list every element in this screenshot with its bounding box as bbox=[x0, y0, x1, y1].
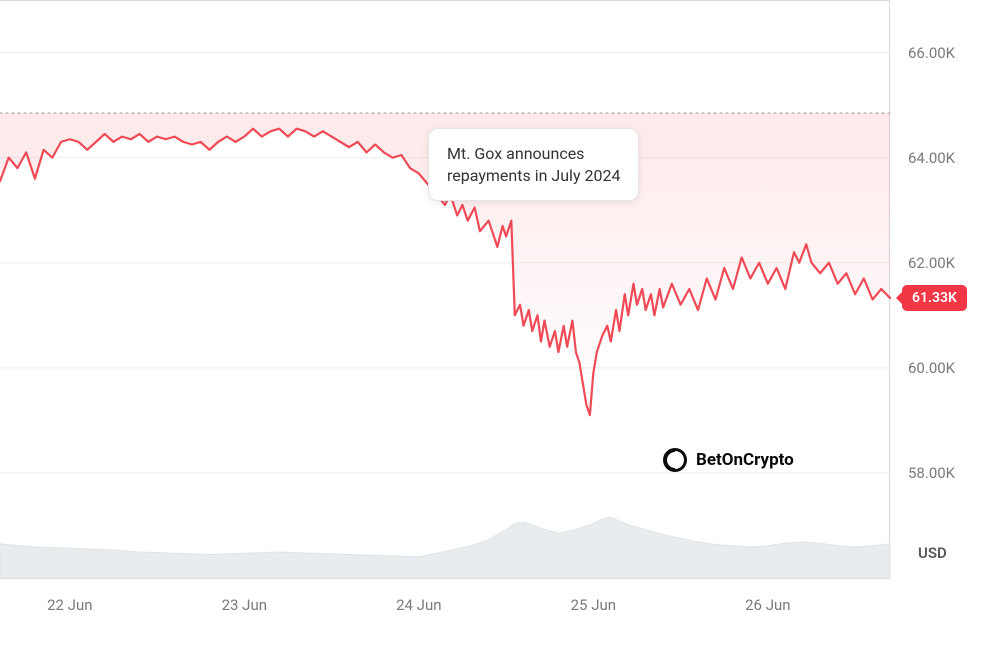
x-tick-label: 23 Jun bbox=[222, 596, 267, 614]
x-tick-label: 24 Jun bbox=[396, 596, 441, 614]
x-tick-label: 25 Jun bbox=[571, 596, 616, 614]
chart-svg bbox=[0, 0, 1000, 660]
y-tick-label: 64.00K bbox=[908, 149, 955, 167]
x-tick-label: 22 Jun bbox=[47, 596, 92, 614]
x-tick-label: 26 Jun bbox=[745, 596, 790, 614]
y-axis-unit: USD bbox=[918, 544, 947, 562]
current-price-badge: 61.33K bbox=[902, 285, 967, 311]
y-tick-label: 58.00K bbox=[908, 464, 955, 482]
annotation-line1: Mt. Gox announces bbox=[447, 143, 620, 165]
annotation-line2: repayments in July 2024 bbox=[447, 165, 620, 187]
y-tick-label: 60.00K bbox=[908, 359, 955, 377]
y-tick-label: 66.00K bbox=[908, 44, 955, 62]
annotation-tooltip: Mt. Gox announces repayments in July 202… bbox=[428, 128, 639, 201]
brand-logo-text: BetOnCrypto bbox=[696, 450, 794, 470]
current-price-value: 61.33K bbox=[912, 290, 957, 306]
price-chart: 58.00K 60.00K 62.00K 64.00K 66.00K 22 Jun 23 … bbox=[0, 0, 1000, 660]
y-tick-label: 62.00K bbox=[908, 254, 955, 272]
brand-logo-icon bbox=[662, 447, 688, 473]
brand-watermark: BetOnCrypto bbox=[662, 447, 794, 473]
